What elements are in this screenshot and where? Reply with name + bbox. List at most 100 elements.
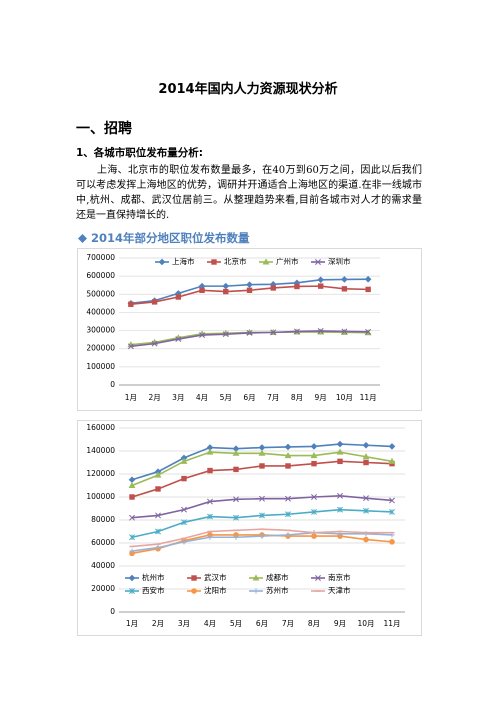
marker — [337, 492, 343, 499]
marker — [181, 539, 187, 545]
y-tick-label: 40000 — [91, 561, 115, 570]
legend-label: 西安市 — [142, 585, 165, 595]
marker — [259, 495, 265, 502]
legend-label: 苏州市 — [266, 585, 289, 595]
marker — [363, 507, 369, 514]
marker — [317, 276, 324, 284]
marker — [259, 512, 265, 519]
marker — [310, 451, 318, 459]
marker — [285, 463, 291, 469]
y-tick-label: 20000 — [91, 584, 115, 593]
marker — [317, 327, 324, 334]
marker — [388, 457, 396, 464]
marker — [246, 281, 253, 288]
paragraph: 上海、北京市的职位发布数量最多，在40万到60万之间，因此以后我们可以考虑发挥上… — [76, 165, 422, 221]
legend-label: 杭州市 — [142, 572, 165, 582]
marker — [337, 458, 343, 465]
marker — [341, 286, 348, 292]
marker — [363, 459, 369, 466]
marker — [233, 514, 239, 521]
x-tick-label: 9月 — [315, 393, 327, 402]
marker — [365, 328, 372, 335]
marker — [270, 329, 277, 336]
marker — [175, 336, 182, 343]
marker — [389, 497, 395, 504]
y-tick-label: 500000 — [86, 289, 115, 298]
x-tick-label: 1月 — [125, 393, 137, 402]
marker — [180, 457, 188, 464]
y-tick-label: 600000 — [86, 271, 115, 280]
marker — [285, 495, 291, 502]
chart-heading: 2014年部分地区职位发布数量 — [91, 231, 250, 245]
marker — [155, 512, 161, 519]
x-tick-label: 1月 — [126, 619, 138, 628]
marker — [311, 460, 317, 467]
x-tick-label: 7月 — [282, 619, 294, 628]
marker — [294, 283, 300, 290]
y-tick-label: 0 — [110, 380, 115, 389]
chart: 0 20000 40000 60000 80000 100000 120000 140000 1… — [77, 420, 422, 636]
x-tick-label: 3月 — [178, 619, 190, 628]
marker — [341, 328, 348, 335]
y-tick-label: 300000 — [86, 326, 115, 335]
marker — [129, 494, 135, 500]
marker — [284, 451, 292, 459]
marker — [129, 588, 135, 594]
marker — [151, 340, 158, 347]
marker — [341, 276, 348, 283]
marker — [206, 448, 214, 455]
x-tick-label: 4月 — [204, 619, 216, 628]
legend-label: 沈阳市 — [204, 585, 227, 595]
marker — [155, 545, 161, 551]
x-tick-label: 10月 — [336, 393, 353, 402]
marker — [294, 328, 300, 335]
marker — [207, 498, 213, 505]
marker — [284, 443, 292, 451]
x-tick-label: 8月 — [308, 619, 320, 628]
bullet-icon — [78, 234, 87, 243]
marker — [310, 443, 318, 450]
y-tick-label: 140000 — [86, 446, 115, 455]
legend-label: 天津市 — [328, 585, 351, 595]
marker — [129, 514, 135, 521]
marker — [232, 449, 240, 456]
marker — [233, 466, 239, 473]
marker — [128, 301, 134, 307]
y-tick-label: 200000 — [86, 344, 115, 353]
marker — [362, 453, 370, 460]
marker — [285, 532, 291, 538]
y-tick-label: 100000 — [86, 362, 115, 371]
marker — [362, 441, 370, 449]
marker — [211, 259, 217, 265]
marker — [315, 259, 321, 265]
section-heading: 一、招聘 — [76, 121, 132, 137]
marker — [129, 548, 135, 554]
marker — [246, 287, 253, 293]
y-tick-label: 60000 — [91, 538, 115, 547]
x-tick-label: 2月 — [148, 393, 160, 402]
x-tick-label: 11月 — [383, 619, 400, 628]
legend-label: 北京市 — [224, 256, 247, 266]
marker — [363, 536, 369, 543]
legend-label: 南京市 — [328, 572, 351, 582]
marker — [233, 534, 239, 540]
marker — [199, 332, 205, 339]
marker — [207, 467, 213, 474]
marker — [129, 534, 135, 541]
x-tick-label: 8月 — [291, 393, 303, 402]
x-tick-label: 5月 — [230, 619, 242, 628]
marker — [207, 534, 213, 540]
marker — [317, 283, 324, 289]
x-tick-label: 3月 — [172, 393, 184, 402]
marker — [181, 506, 187, 513]
y-tick-label: 160000 — [86, 423, 115, 432]
marker — [181, 475, 187, 482]
marker — [199, 287, 205, 293]
marker — [389, 508, 395, 515]
legend-label: 上海市 — [172, 256, 195, 266]
legend-label: 成都市 — [266, 572, 289, 582]
x-tick-label: 11月 — [360, 393, 377, 402]
marker — [222, 282, 230, 290]
marker — [363, 495, 369, 502]
chart: 0 100000 200000 300000 400000 500000 600000 700… — [77, 248, 422, 411]
